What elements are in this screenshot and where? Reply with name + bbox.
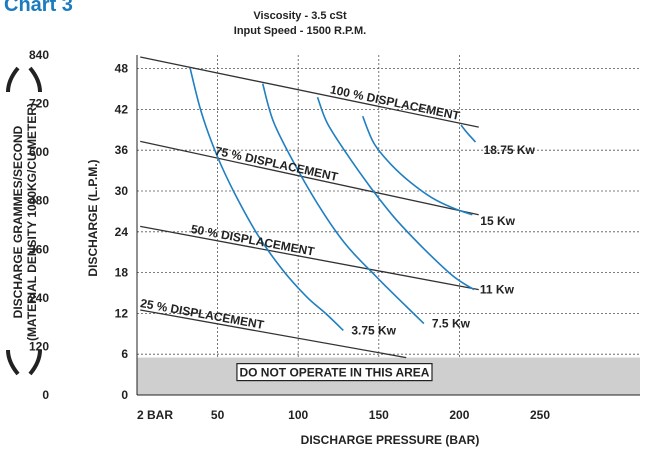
subtitle-viscosity: Viscosity - 3.5 cSt bbox=[253, 10, 347, 22]
y-tick-label: 24 bbox=[115, 225, 129, 239]
y2-tick-label: 0 bbox=[42, 388, 49, 402]
y-axis-title: DISCHARGE (L.P.M.) bbox=[86, 159, 100, 276]
power-curve-3 bbox=[316, 96, 475, 291]
displacement-line-1 bbox=[140, 56, 479, 128]
x-tick-label: 150 bbox=[369, 408, 389, 422]
y2-tick-label: 240 bbox=[29, 291, 49, 305]
x-tick-label: 2 BAR bbox=[137, 408, 173, 422]
y-tick-label: 36 bbox=[115, 143, 129, 157]
y-tick-label: 12 bbox=[115, 306, 129, 320]
displacement-label-2: 75 % DISPLACEMENT bbox=[214, 144, 340, 184]
displacement-line-4 bbox=[140, 309, 407, 359]
y-tick-label: 30 bbox=[115, 184, 129, 198]
displacement-label-1: 100 % DISPLACEMENT bbox=[329, 82, 462, 123]
power-curve-label-1: 3.75 Kw bbox=[351, 323, 396, 337]
power-curve-label-3: 11 Kw bbox=[480, 283, 515, 297]
bracket-top-left bbox=[6, 66, 20, 93]
power-curve-1 bbox=[189, 68, 344, 331]
no-go-label: DO NOT OPERATE IN THIS AREA bbox=[239, 366, 429, 380]
x-axis-title: DISCHARGE PRESSURE (BAR) bbox=[301, 433, 480, 447]
bracket-bottom bbox=[28, 349, 42, 376]
displacement-line-2 bbox=[140, 140, 479, 216]
y2-tick-label: 120 bbox=[29, 339, 49, 353]
y2-tick-label: 720 bbox=[29, 97, 49, 111]
power-curve-label-4: 15 Kw bbox=[480, 214, 515, 228]
y-tick-label: 6 bbox=[121, 347, 128, 361]
y2-tick-label: 360 bbox=[29, 242, 49, 256]
bracket-bottom-left bbox=[6, 349, 20, 376]
power-curve-2 bbox=[261, 83, 425, 325]
power-curve-5 bbox=[460, 124, 477, 143]
x-tick-label: 250 bbox=[530, 408, 550, 422]
y2-tick-label: 840 bbox=[29, 48, 49, 62]
displacement-line-3 bbox=[140, 225, 479, 291]
y2-tick-label: 600 bbox=[29, 145, 49, 159]
x-tick-label: 200 bbox=[449, 408, 469, 422]
displacement-label-4: 25 % DISPLACEMENT bbox=[139, 296, 266, 332]
y-tick-label: 48 bbox=[115, 62, 129, 76]
chart-label: Chart 3 bbox=[4, 0, 73, 16]
y-tick-label: 0 bbox=[121, 388, 128, 402]
power-curve-4 bbox=[361, 115, 473, 216]
bracket-top bbox=[28, 66, 42, 93]
x-tick-label: 50 bbox=[211, 408, 225, 422]
no-go-label-box bbox=[236, 363, 433, 382]
x-tick-label: 100 bbox=[288, 408, 308, 422]
y2-axis-title-line2: (MATERIAL DENSITY 1000KG/CU METER) bbox=[25, 103, 39, 341]
power-curve-label-5: 18.75 Kw bbox=[484, 143, 536, 157]
y-tick-label: 18 bbox=[115, 266, 129, 280]
power-curve-label-2: 7.5 Kw bbox=[432, 317, 471, 331]
y2-tick-label: 480 bbox=[29, 194, 49, 208]
y-tick-label: 42 bbox=[115, 102, 129, 116]
y2-axis-title-line1: DISCHARGE GRAMMES/SECOND bbox=[11, 125, 25, 318]
subtitle-input-speed: Input Speed - 1500 R.P.M. bbox=[233, 25, 367, 37]
